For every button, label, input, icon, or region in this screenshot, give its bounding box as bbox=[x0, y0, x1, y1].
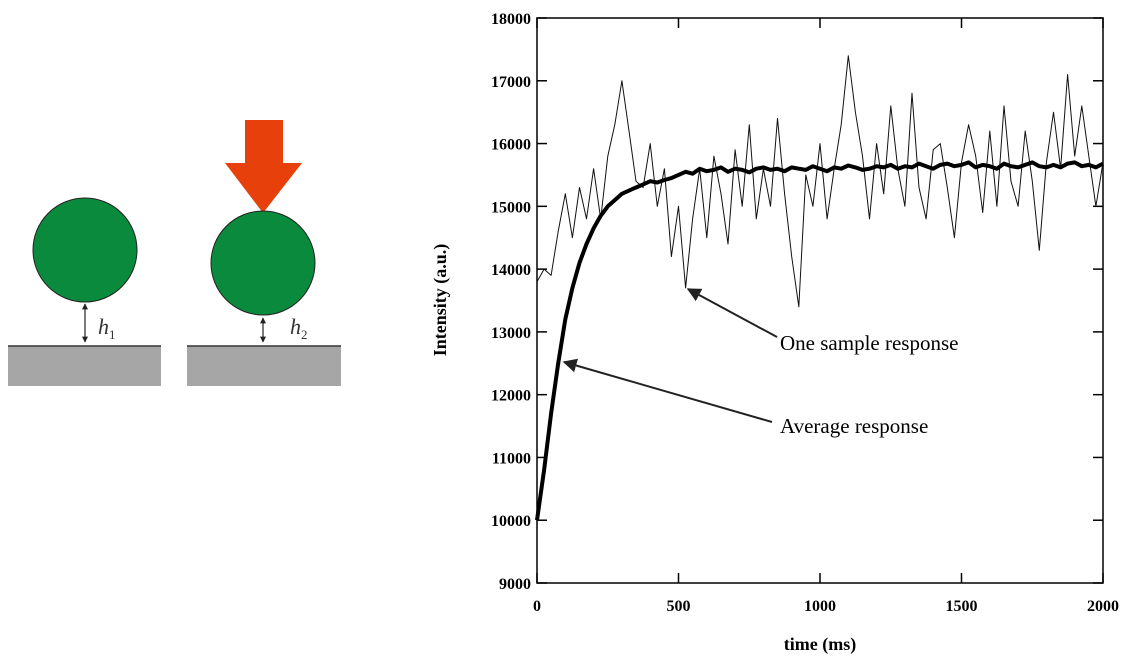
force-arrow-head bbox=[225, 163, 302, 213]
surface bbox=[187, 346, 341, 386]
force-arrow-shaft bbox=[245, 120, 283, 164]
x-tick-label: 1000 bbox=[804, 598, 836, 615]
sample-line bbox=[536, 55, 1104, 308]
x-tick-label: 2000 bbox=[1087, 598, 1119, 615]
y-tick-label: 14000 bbox=[491, 262, 531, 279]
gap-label: h1 bbox=[98, 314, 116, 342]
x-axis-title: time (ms) bbox=[784, 634, 856, 655]
annotation: Average response bbox=[780, 414, 928, 438]
y-tick-label: 15000 bbox=[491, 199, 531, 216]
y-tick-label: 12000 bbox=[491, 388, 531, 405]
y-tick-label: 10000 bbox=[491, 513, 531, 530]
particle bbox=[210, 210, 316, 316]
x-tick-label: 0 bbox=[533, 598, 541, 615]
y-tick-label: 18000 bbox=[491, 11, 531, 28]
x-tick-label: 500 bbox=[667, 598, 691, 615]
surface bbox=[8, 346, 161, 386]
annotation: One sample response bbox=[780, 331, 958, 355]
x-tick-label: 1500 bbox=[946, 598, 978, 615]
y-tick-label: 9000 bbox=[499, 576, 531, 593]
gap-label: h2 bbox=[290, 314, 308, 342]
gap-subscript: 2 bbox=[301, 327, 308, 342]
y-tick-label: 16000 bbox=[491, 137, 531, 154]
average-line bbox=[535, 160, 1104, 521]
chart: time (ms) Intensity (a.u.) One sample re… bbox=[430, 11, 1119, 655]
y-tick-label: 13000 bbox=[491, 325, 531, 342]
gap-subscript: 1 bbox=[109, 327, 116, 342]
y-tick-label: 11000 bbox=[492, 450, 531, 467]
gap-symbol: h bbox=[290, 314, 301, 339]
plot-frame bbox=[536, 17, 1104, 584]
particle bbox=[32, 197, 138, 303]
diagram: h1 h2 bbox=[8, 120, 341, 386]
annotation-arrow bbox=[686, 288, 778, 338]
gap-symbol: h bbox=[98, 314, 109, 339]
y-tick-label: 17000 bbox=[491, 74, 531, 91]
y-axis-title: Intensity (a.u.) bbox=[430, 244, 451, 357]
annotation-arrow bbox=[562, 358, 773, 423]
